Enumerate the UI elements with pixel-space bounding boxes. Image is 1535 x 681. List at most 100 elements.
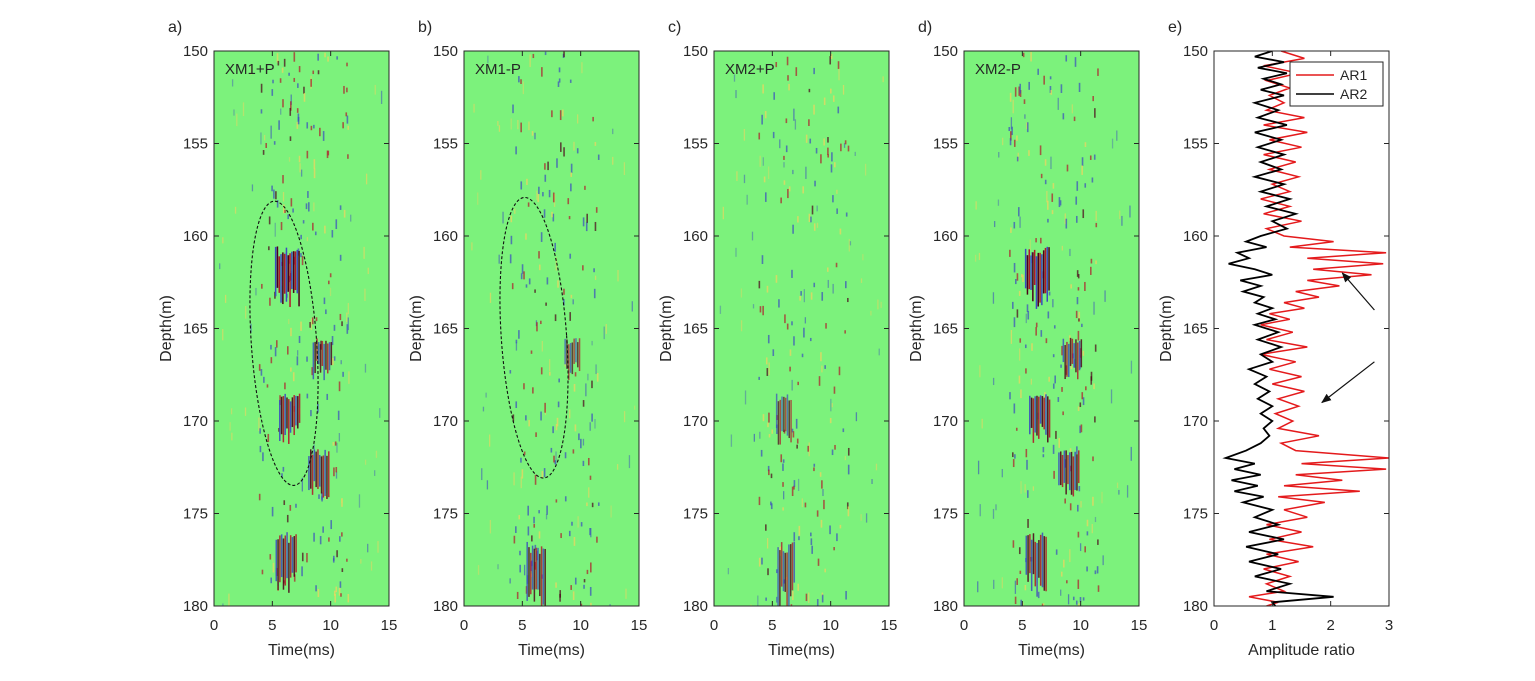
- event-streak: [1055, 430, 1057, 439]
- noise-streak: [981, 418, 983, 429]
- y-tick-label: 160: [183, 228, 208, 245]
- event-streak: [259, 445, 262, 453]
- event-streak: [1009, 249, 1011, 257]
- event-streak: [791, 428, 794, 433]
- event-streak: [290, 198, 293, 207]
- event-streak: [554, 314, 557, 322]
- event-streak: [558, 67, 561, 73]
- noise-streak: [587, 373, 589, 381]
- noise-streak: [875, 463, 878, 471]
- noise-streak: [610, 505, 612, 518]
- event-streak: [558, 78, 561, 83]
- event-streak: [594, 221, 597, 231]
- event-streak: [576, 148, 579, 154]
- event-streak: [758, 496, 761, 506]
- event-streak: [1044, 179, 1047, 185]
- noise-streak: [1064, 213, 1066, 225]
- event-streak: [586, 213, 588, 224]
- reflection-streak: [295, 534, 297, 573]
- event-streak: [530, 350, 533, 354]
- event-streak: [570, 172, 573, 177]
- event-streak: [339, 254, 342, 261]
- event-streak: [271, 89, 274, 96]
- y-tick-label: 155: [933, 136, 958, 153]
- reflection-streak: [286, 532, 288, 579]
- noise-streak: [1057, 97, 1059, 110]
- event-streak: [596, 372, 599, 382]
- event-streak: [310, 78, 312, 87]
- heatmap-background: [964, 51, 1139, 606]
- event-streak: [290, 327, 292, 337]
- noise-streak: [767, 166, 770, 179]
- reflection-streak: [282, 396, 285, 443]
- noise-streak: [1030, 378, 1033, 385]
- noise-streak: [555, 257, 557, 271]
- noise-streak: [370, 561, 373, 571]
- noise-streak: [346, 312, 348, 323]
- event-streak: [784, 314, 786, 324]
- event-streak: [551, 110, 553, 118]
- reflection-streak: [784, 552, 787, 592]
- heatmap-background: [464, 51, 639, 606]
- event-streak: [847, 506, 850, 517]
- event-streak: [569, 253, 572, 259]
- noise-streak: [1069, 549, 1071, 563]
- event-streak: [290, 101, 292, 111]
- noise-streak: [577, 516, 579, 528]
- event-streak: [1096, 566, 1099, 574]
- event-streak: [1047, 200, 1049, 210]
- noise-streak: [1046, 191, 1048, 203]
- event-streak: [1070, 284, 1072, 289]
- noise-streak: [1024, 484, 1026, 493]
- event-streak: [289, 107, 292, 116]
- event-streak: [763, 176, 766, 183]
- event-streak: [587, 457, 590, 466]
- event-streak: [346, 62, 348, 67]
- reflection-streak: [779, 399, 781, 445]
- event-streak: [813, 282, 816, 288]
- event-streak: [1070, 365, 1073, 370]
- event-streak: [820, 352, 822, 362]
- event-streak: [1077, 406, 1080, 412]
- event-streak: [591, 380, 593, 389]
- reflection-streak: [1032, 252, 1034, 302]
- event-streak: [298, 335, 301, 344]
- event-streak: [310, 125, 313, 131]
- noise-streak: [589, 422, 591, 431]
- reflection-streak: [781, 396, 783, 432]
- reflection-streak: [1072, 456, 1075, 497]
- reflection-streak: [573, 338, 575, 364]
- reflection-streak: [280, 254, 282, 303]
- noise-streak: [497, 564, 499, 570]
- noise-streak: [628, 455, 631, 469]
- event-streak: [1013, 262, 1016, 273]
- x-tick-label: 5: [268, 617, 276, 634]
- noise-streak: [329, 287, 332, 297]
- event-streak: [1011, 301, 1014, 309]
- event-streak: [527, 202, 530, 207]
- reflection-streak: [295, 395, 297, 426]
- noise-streak: [513, 472, 515, 486]
- event-streak: [836, 533, 838, 542]
- noise-streak: [229, 422, 231, 431]
- event-streak: [591, 413, 593, 422]
- event-streak: [318, 494, 320, 499]
- event-streak: [554, 460, 557, 465]
- reflection-streak: [568, 344, 570, 380]
- noise-streak: [553, 194, 556, 207]
- event-streak: [546, 505, 548, 515]
- event-streak: [260, 83, 263, 93]
- event-streak: [1076, 270, 1079, 277]
- event-streak: [274, 347, 277, 357]
- event-streak: [789, 349, 792, 356]
- x-tick-label: 2: [1326, 617, 1334, 634]
- event-streak: [1081, 165, 1083, 175]
- event-streak: [821, 292, 824, 301]
- reflection-streak: [788, 400, 790, 439]
- noise-streak: [581, 62, 583, 74]
- event-streak: [519, 564, 521, 573]
- noise-streak: [808, 442, 810, 457]
- event-streak: [1061, 387, 1063, 392]
- event-streak: [1051, 210, 1054, 215]
